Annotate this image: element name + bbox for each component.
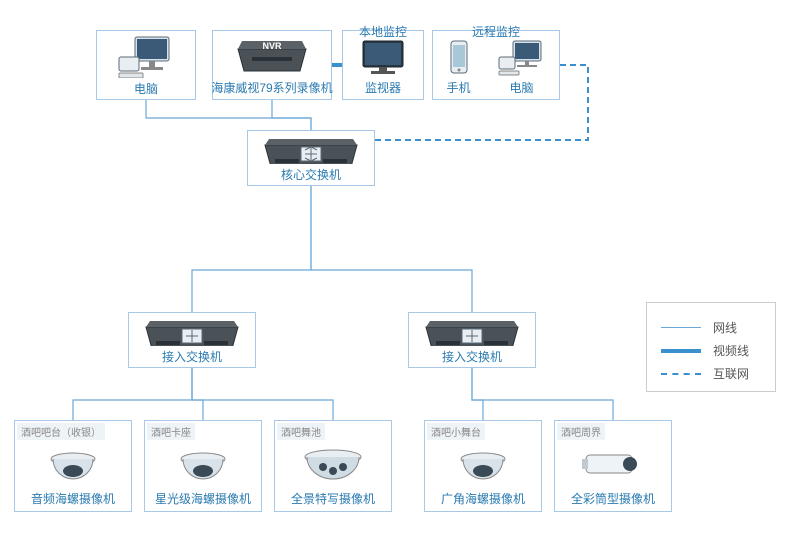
computer-icon <box>117 35 175 78</box>
camera-box-0: 酒吧吧台（收银） 音频海螺摄像机 <box>14 420 132 512</box>
switch-icon <box>261 135 361 164</box>
camera-title: 酒吧卡座 <box>147 423 195 440</box>
access-left-label: 接入交换机 <box>162 348 222 365</box>
camera-icon <box>580 443 646 486</box>
legend-label: 互联网 <box>713 365 749 382</box>
legend-line-icon <box>661 373 701 375</box>
camera-box-2: 酒吧舞池全景特写摄像机 <box>274 420 392 512</box>
remote-group-title: 远程监控 <box>472 23 520 40</box>
remote-pc-label: 电脑 <box>509 79 533 96</box>
legend-row: 网线 <box>661 319 761 336</box>
camera-icon <box>45 441 101 488</box>
group-local-monitor: 本地监控 监视器 <box>342 30 424 100</box>
pc1-label: 电脑 <box>134 80 158 97</box>
camera-label: 全景特写摄像机 <box>291 490 375 507</box>
computer-icon <box>497 39 547 77</box>
camera-label: 全彩筒型摄像机 <box>571 490 655 507</box>
node-core-switch: 核心交换机 <box>247 130 375 186</box>
monitor-label: 监视器 <box>365 79 401 96</box>
phone-label: 手机 <box>446 79 470 96</box>
camera-label: 星光级海螺摄像机 <box>155 490 251 507</box>
legend-label: 视频线 <box>713 342 749 359</box>
nvr-icon: NVR <box>232 35 312 77</box>
switch-icon <box>422 317 522 346</box>
camera-icon <box>301 441 365 488</box>
camera-box-4: 酒吧周界全彩筒型摄像机 <box>554 420 672 512</box>
legend-line-icon <box>661 349 701 353</box>
core-switch-label: 核心交换机 <box>281 166 341 183</box>
legend-line-icon <box>661 327 701 328</box>
camera-label: 广角海螺摄像机 <box>441 490 525 507</box>
camera-label: 音频海螺摄像机 <box>31 490 115 507</box>
legend-row: 互联网 <box>661 365 761 382</box>
nvr-label: 海康威视79系列录像机 <box>211 79 332 96</box>
camera-box-3: 酒吧小舞台广角海螺摄像机 <box>424 420 542 512</box>
phone-icon <box>446 39 472 77</box>
camera-title: 酒吧吧台（收银） <box>17 423 105 440</box>
group-remote-monitor: 远程监控 手机 电脑 <box>432 30 560 100</box>
legend-box: 网线视频线互联网 <box>646 302 776 392</box>
legend-row: 视频线 <box>661 342 761 359</box>
camera-title: 酒吧舞池 <box>277 423 325 440</box>
camera-icon <box>455 441 511 488</box>
legend-label: 网线 <box>713 319 737 336</box>
node-pc-left: 电脑 <box>96 30 196 100</box>
camera-icon <box>175 441 231 488</box>
camera-box-1: 酒吧卡座星光级海螺摄像机 <box>144 420 262 512</box>
node-access-switch-left: 接入交换机 <box>128 312 256 368</box>
camera-title: 酒吧周界 <box>557 423 605 440</box>
node-nvr: NVR 海康威视79系列录像机 <box>212 30 332 100</box>
access-right-label: 接入交换机 <box>442 348 502 365</box>
local-group-title: 本地监控 <box>359 23 407 40</box>
svg-text:NVR: NVR <box>262 41 282 51</box>
switch-icon <box>142 317 242 346</box>
node-access-switch-right: 接入交换机 <box>408 312 536 368</box>
camera-title: 酒吧小舞台 <box>427 423 485 440</box>
monitor-icon <box>359 39 407 77</box>
